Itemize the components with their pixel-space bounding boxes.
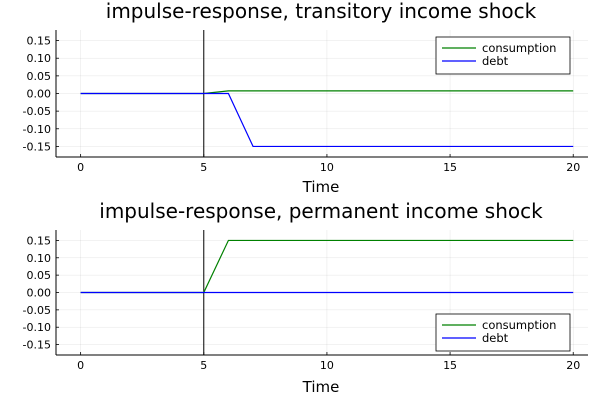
x-tick-label: 15 <box>443 161 457 174</box>
y-tick-label: -0.10 <box>23 321 51 334</box>
y-tick-label: -0.10 <box>23 123 51 136</box>
series-line-debt <box>80 92 574 148</box>
y-tick-label: 0.00 <box>27 88 52 101</box>
y-tick-label: 0.05 <box>27 269 52 282</box>
y-tick-label: -0.05 <box>23 304 51 317</box>
chart-transitory-shock: impulse-response, transitory income shoc… <box>23 0 588 196</box>
x-tick-label: 0 <box>77 359 84 372</box>
y-tick-label: 0.05 <box>27 70 52 83</box>
legend-box <box>435 313 571 352</box>
y-tick-label: -0.15 <box>23 339 51 352</box>
x-tick-label: 10 <box>320 359 334 372</box>
chart-permanent-shock: impulse-response, permanent income shock… <box>23 199 588 396</box>
legend-label-debt: debt <box>482 331 509 345</box>
x-tick-label: 10 <box>320 161 334 174</box>
chart-title: impulse-response, permanent income shock <box>99 199 543 223</box>
y-tick-label: 0.15 <box>27 234 52 247</box>
x-tick-label: 5 <box>200 161 207 174</box>
y-tick-label: 0.10 <box>27 52 52 65</box>
legend-label-consumption: consumption <box>482 41 556 55</box>
legend-label-consumption: consumption <box>482 318 556 332</box>
y-tick-label: -0.15 <box>23 140 51 153</box>
x-tick-label: 5 <box>200 359 207 372</box>
x-axis-label: Time <box>302 178 340 196</box>
x-axis-label: Time <box>302 378 340 396</box>
x-tick-label: 0 <box>77 161 84 174</box>
y-tick-label: 0.10 <box>27 252 52 265</box>
y-tick-label: 0.15 <box>27 35 52 48</box>
x-tick-label: 15 <box>443 359 457 372</box>
legend-box <box>435 36 571 75</box>
x-tick-label: 20 <box>566 161 580 174</box>
y-tick-label: -0.05 <box>23 105 51 118</box>
y-tick-label: 0.00 <box>27 287 52 300</box>
chart-title: impulse-response, transitory income shoc… <box>106 0 537 23</box>
x-tick-label: 20 <box>566 359 580 372</box>
legend-label-debt: debt <box>482 54 509 68</box>
